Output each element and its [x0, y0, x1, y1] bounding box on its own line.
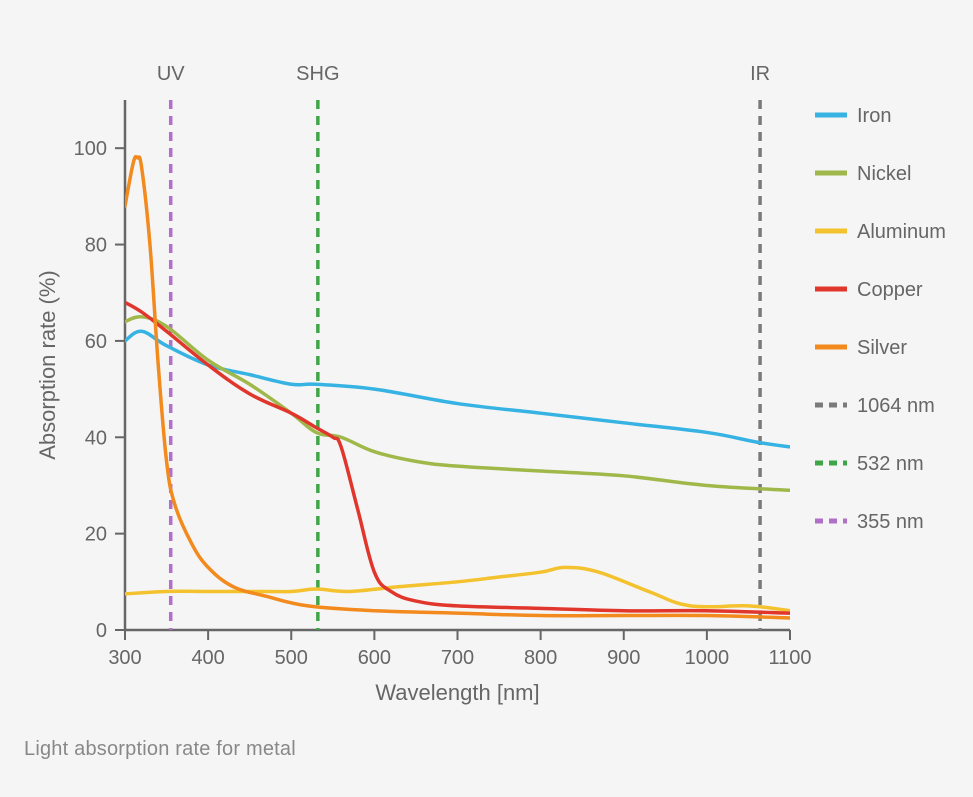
svg-text:400: 400: [191, 647, 224, 669]
svg-text:80: 80: [85, 235, 107, 257]
legend-355-nm: 355 nm: [857, 511, 924, 533]
legend-532-nm: 532 nm: [857, 453, 924, 475]
svg-text:20: 20: [85, 524, 107, 546]
svg-text:800: 800: [524, 647, 557, 669]
svg-text:UV: UV: [157, 63, 185, 85]
svg-text:60: 60: [85, 331, 107, 353]
svg-text:40: 40: [85, 427, 107, 449]
legend-copper: Copper: [857, 279, 923, 301]
svg-text:900: 900: [607, 647, 640, 669]
svg-text:100: 100: [74, 138, 107, 160]
svg-text:IR: IR: [750, 63, 770, 85]
svg-text:Wavelength [nm]: Wavelength [nm]: [375, 680, 539, 705]
legend-nickel: Nickel: [857, 163, 911, 185]
legend-aluminum: Aluminum: [857, 221, 946, 243]
absorption-chart: 300 400 500 600 700 800 900 1000 1100 0 20 40 60 80 10…: [20, 20, 950, 720]
svg-text:1100: 1100: [768, 647, 811, 669]
chart-caption: Light absorption rate for metal: [24, 738, 953, 761]
legend-1064-nm: 1064 nm: [857, 395, 935, 417]
svg-text:700: 700: [441, 647, 474, 669]
svg-text:1000: 1000: [685, 647, 730, 669]
svg-text:Absorption rate (%): Absorption rate (%): [35, 270, 60, 460]
svg-text:500: 500: [275, 647, 308, 669]
svg-text:600: 600: [358, 647, 391, 669]
svg-text:SHG: SHG: [296, 63, 339, 85]
svg-text:0: 0: [96, 620, 107, 642]
legend-silver: Silver: [857, 337, 907, 359]
svg-text:300: 300: [108, 647, 141, 669]
legend-iron: Iron: [857, 105, 891, 127]
